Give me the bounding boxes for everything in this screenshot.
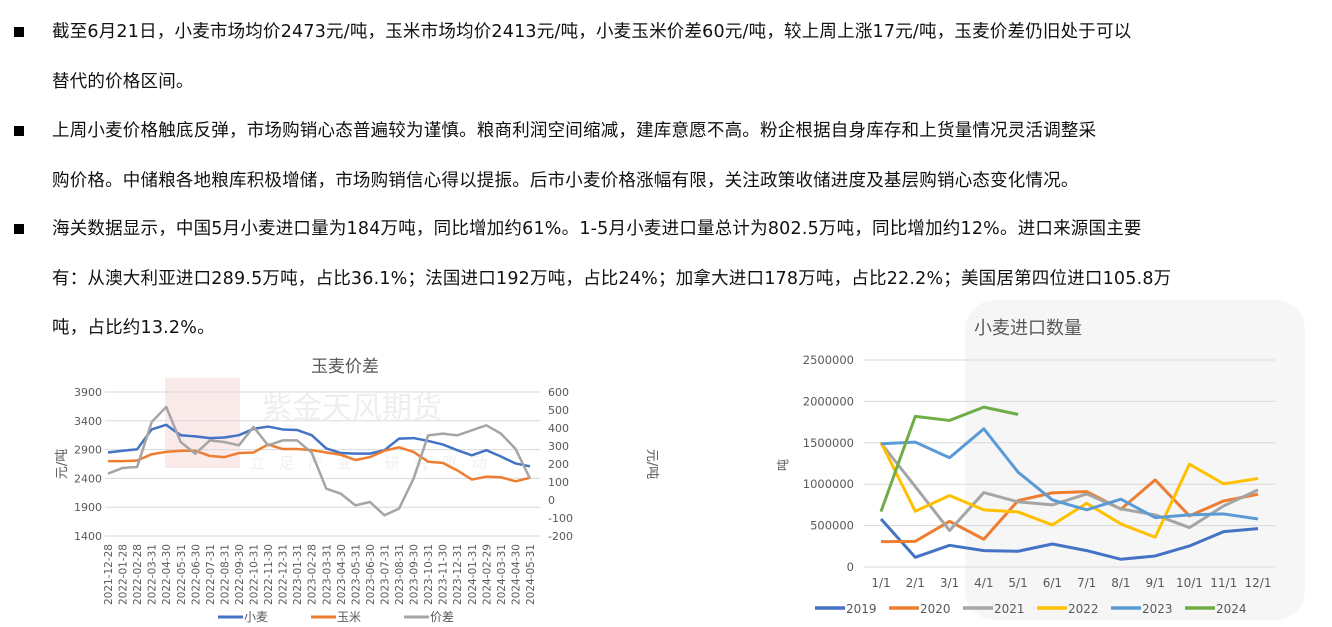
- y-tick-label: 1900: [74, 501, 102, 514]
- watermark-subtext: 立足产业 研究驱动: [250, 454, 501, 472]
- x-tick-label: 2023-09-30: [409, 544, 421, 605]
- y-right-tick-label: -200: [548, 530, 573, 543]
- x-tick-label: 2022-08-31: [219, 544, 231, 605]
- legend-label: 价差: [430, 610, 454, 624]
- x-tick-label: 2022-07-31: [205, 544, 217, 605]
- x-tick-label: 2022-11-30: [263, 544, 275, 605]
- y-tick-label: 1400: [74, 530, 102, 543]
- x-tick-label: 2024-04-30: [510, 544, 522, 605]
- bullet-icon: [14, 27, 24, 37]
- y-tick-label: 500000: [810, 519, 854, 533]
- x-tick-label: 2022-12-31: [278, 544, 290, 605]
- series-line-2023: [880, 427, 1259, 521]
- x-tick-label: 2023-08-31: [394, 544, 406, 605]
- bullet-icon: [14, 126, 24, 136]
- series-line-2022: [879, 441, 1259, 539]
- y-right-tick-label: -100: [548, 512, 573, 525]
- x-tick-label: 8/1: [1111, 576, 1130, 590]
- x-tick-label: 9/1: [1146, 576, 1165, 590]
- paragraph-line: 截至6月21日，小麦市场均价2473元/吨，玉米市场均价2413元/吨，小麦玉米…: [52, 22, 1132, 42]
- x-tick-label: 2022-04-30: [161, 544, 173, 605]
- y-right-tick-label: 600: [548, 386, 569, 399]
- y-tick-label: 2400: [74, 472, 102, 485]
- legend-label: 玉米: [337, 610, 361, 624]
- x-tick-label: 2021-12-28: [103, 544, 115, 605]
- y-tick-label: 2000000: [803, 394, 854, 408]
- x-tick-label: 12/1: [1245, 576, 1272, 590]
- legend-label: 2023: [1142, 602, 1173, 616]
- chart-title: 小麦进口数量: [974, 318, 1082, 339]
- x-tick-label: 2022-06-30: [190, 544, 202, 605]
- y-right-tick-label: 300: [548, 440, 569, 453]
- chart-title: 玉麦价差: [311, 357, 379, 377]
- y-tick-label: 2900: [74, 444, 102, 457]
- x-tick-label: 2024-01-31: [467, 544, 479, 605]
- paragraph-line: 海关数据显示，中国5月小麦进口量为184万吨，同比增加约61%。1-5月小麦进口…: [52, 219, 1142, 239]
- x-tick-label: 2023-10-31: [423, 544, 435, 605]
- y-tick-label: 3400: [74, 415, 102, 428]
- x-tick-label: 2024-02-29: [481, 544, 493, 605]
- x-tick-label: 4/1: [974, 576, 993, 590]
- watermark-text: 紫金天风期货: [262, 391, 442, 426]
- y-tick-label: 1500000: [803, 436, 854, 450]
- y-right-tick-label: 400: [548, 422, 569, 435]
- series-line-玉米: [108, 443, 531, 483]
- x-tick-label: 2023-06-30: [365, 544, 377, 605]
- x-tick-label: 2024-03-31: [496, 544, 508, 605]
- x-tick-label: 2023-07-31: [379, 544, 391, 605]
- x-tick-label: 1/1: [871, 576, 890, 590]
- x-tick-label: 2024-05-31: [525, 544, 537, 605]
- x-tick-label: 5/1: [1008, 576, 1027, 590]
- y-axis-label: 元/吨: [55, 449, 70, 479]
- paragraph-line: 有：从澳大利亚进口289.5万吨，占比36.1%；法国进口192万吨，占比24%…: [52, 268, 1172, 289]
- legend-label: 2022: [1068, 602, 1099, 616]
- x-tick-label: 2023-04-30: [336, 544, 348, 605]
- paragraph-line: 吨，占比约13.2%。: [52, 318, 215, 338]
- x-tick-label: 2/1: [906, 576, 925, 590]
- legend-label: 小麦: [244, 610, 268, 624]
- paragraph-line: 上周小麦价格触底反弹，市场购销心态普遍较为谨慎。粮商利润空间缩减，建库意愿不高。…: [52, 121, 1097, 141]
- x-tick-label: 2022-02-28: [132, 544, 144, 605]
- x-tick-label: 2023-03-31: [321, 544, 333, 605]
- x-tick-label: 2023-02-28: [307, 544, 319, 605]
- y-right-tick-label: 100: [548, 476, 569, 489]
- x-tick-label: 2022-09-30: [234, 544, 246, 605]
- x-tick-label: 2022-03-31: [147, 544, 159, 605]
- x-tick-label: 6/1: [1043, 576, 1062, 590]
- x-tick-label: 2022-05-31: [176, 544, 188, 605]
- y-tick-label: 1000000: [803, 477, 854, 491]
- paragraph-line: 替代的价格区间。: [52, 71, 194, 92]
- legend-label: 2021: [994, 602, 1025, 616]
- x-tick-label: 11/1: [1210, 576, 1237, 590]
- x-tick-label: 2022-10-31: [249, 544, 261, 605]
- x-tick-label: 2023-12-31: [452, 544, 464, 605]
- y-axis-label: 吨: [776, 459, 790, 471]
- y-right-axis-label: 元/吨: [644, 449, 659, 479]
- watermark-seal: [965, 300, 1305, 620]
- series-line-2019: [879, 517, 1259, 561]
- y-tick-label: 2500000: [803, 353, 854, 367]
- y-right-tick-label: 0: [548, 494, 555, 507]
- x-tick-label: 7/1: [1077, 576, 1096, 590]
- y-tick-label: 3900: [74, 386, 102, 399]
- x-tick-label: 10/1: [1176, 576, 1203, 590]
- x-tick-label: 2023-01-31: [292, 544, 304, 605]
- y-right-tick-label: 500: [548, 404, 569, 417]
- y-tick-label: 0: [847, 560, 854, 574]
- legend-label: 2020: [920, 602, 951, 616]
- x-tick-label: 2023-11-30: [438, 544, 450, 605]
- legend-label: 2024: [1216, 602, 1247, 616]
- y-right-tick-label: 200: [548, 458, 569, 471]
- series-line-2024: [879, 405, 1019, 513]
- series-line-2021: [879, 442, 1259, 533]
- legend-label: 2019: [846, 602, 877, 616]
- paragraph-line: 购价格。中储粮各地粮库积极增储，市场购销信心得以提振。后市小麦价格涨幅有限，关注…: [52, 170, 1079, 191]
- series-line-价差: [107, 405, 532, 517]
- x-tick-label: 2022-01-28: [118, 544, 130, 605]
- x-tick-label: 2023-05-31: [350, 544, 362, 605]
- x-tick-label: 3/1: [940, 576, 959, 590]
- bullet-icon: [14, 224, 24, 234]
